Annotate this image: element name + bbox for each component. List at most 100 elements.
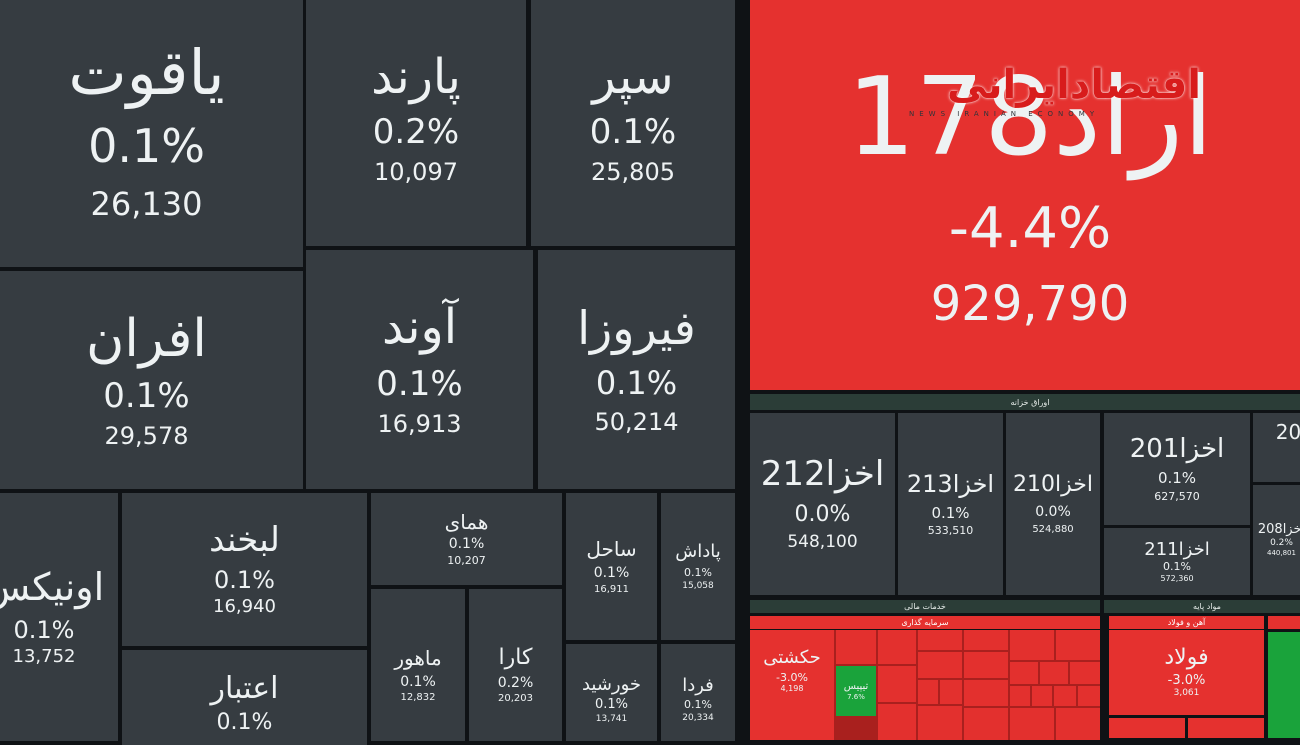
stock-cell[interactable] — [918, 706, 962, 740]
tile-akhza210[interactable]: اخزا210 0.0% 524,880 — [1006, 413, 1100, 595]
tile-volume: 16,913 — [378, 411, 462, 437]
tile-symbol: فیروزا — [577, 303, 695, 354]
tile-symbol: فردا — [682, 676, 714, 696]
tile-avand[interactable]: آوند 0.1% 16,913 — [306, 250, 533, 489]
stock-cell[interactable] — [1268, 616, 1300, 629]
tile-volume: 10,097 — [374, 159, 458, 185]
tile-percent: -3.0% — [776, 672, 808, 684]
tile-mahoor[interactable]: ماهور 0.1% 12,832 — [371, 589, 465, 741]
tile-symbol: خورشید — [582, 675, 641, 695]
stock-cell[interactable] — [940, 680, 962, 704]
tile-symbol: اخزا211 — [1144, 540, 1209, 560]
tile-farda[interactable]: فردا 0.1% 20,334 — [661, 644, 735, 741]
stock-cell[interactable] — [918, 630, 962, 650]
stock-cell[interactable] — [1188, 718, 1264, 738]
stock-cell[interactable] — [1010, 662, 1038, 684]
tile-bond-partial[interactable]: 20 — [1253, 413, 1300, 482]
tile-sahel[interactable]: ساحل 0.1% 16,911 — [566, 493, 657, 640]
stock-cell[interactable] — [964, 652, 1008, 678]
tile-symbol: فولاد — [1164, 646, 1208, 670]
tile-akhza213[interactable]: اخزا213 0.1% 533,510 — [898, 413, 1003, 595]
tile-volume: 15,058 — [682, 582, 714, 592]
tile-arad178[interactable]: اراد178 -4.4% 929,790 — [750, 0, 1300, 390]
stock-cell[interactable] — [878, 630, 916, 664]
tile-volume: 20,203 — [498, 693, 533, 704]
tile-padash[interactable]: پاداش 0.1% 15,058 — [661, 493, 735, 640]
tile-volume: 3,061 — [1174, 689, 1200, 699]
tile-khorshid[interactable]: خورشید 0.1% 13,741 — [566, 644, 657, 741]
sector-header-iron-steel: آهن و فولاد — [1109, 616, 1264, 629]
tile-symbol: لبخند — [209, 522, 280, 559]
stock-cell[interactable] — [836, 630, 876, 664]
tile-hakeshti[interactable]: حکشتی -3.0% 4,198 — [750, 630, 834, 740]
tile-separ[interactable]: سپر 0.1% 25,805 — [531, 0, 735, 246]
stock-cell[interactable] — [1109, 718, 1185, 738]
tile-volume: 25,805 — [591, 159, 675, 185]
sector-header-investment: سرمایه گذاری — [750, 616, 1100, 629]
tile-percent: 0.0% — [1035, 505, 1071, 520]
tile-onix[interactable]: اونیکس 0.1% 13,752 — [0, 493, 118, 741]
tile-percent: 0.1% — [449, 537, 485, 552]
stock-cell[interactable] — [1070, 662, 1100, 684]
tile-kara[interactable]: کارا 0.2% 20,203 — [469, 589, 562, 741]
tile-symbol: 20 — [1276, 421, 1300, 443]
tile-parand[interactable]: پارند 0.2% 10,097 — [306, 0, 526, 246]
tile-green-stock[interactable]: تیپیس 7.6% — [836, 666, 876, 716]
stock-cell[interactable] — [1078, 686, 1100, 706]
tile-percent: 0.1% — [590, 114, 676, 151]
stock-cell[interactable] — [964, 680, 1008, 706]
stock-cell[interactable] — [1056, 708, 1100, 740]
stock-cell[interactable] — [878, 704, 916, 740]
tile-volume: 29,578 — [105, 423, 189, 449]
stock-cell[interactable] — [1010, 686, 1030, 706]
tile-percent: 0.1% — [88, 121, 205, 172]
tile-akhza212[interactable]: اخزا212 0.0% 548,100 — [750, 413, 895, 595]
tile-volume: 627,570 — [1154, 491, 1200, 503]
stock-cell[interactable] — [918, 652, 962, 678]
tile-percent: 0.1% — [595, 698, 628, 712]
tile-symbol: اونیکس — [0, 567, 104, 609]
stock-cell[interactable] — [878, 666, 916, 702]
tile-volume: 929,790 — [931, 278, 1130, 331]
tile-percent: 0.1% — [376, 366, 462, 403]
tile-firuza[interactable]: فیروزا 0.1% 50,214 — [538, 250, 735, 489]
tile-percent: -3.0% — [1168, 674, 1206, 688]
tile-percent: 0.1% — [1163, 561, 1191, 573]
tile-homay[interactable]: همای 0.1% 10,207 — [371, 493, 562, 585]
tile-akhza211[interactable]: اخزا211 0.1% 572,360 — [1104, 528, 1250, 595]
sector-header-treasury: اوراق خزانه — [750, 394, 1300, 410]
tile-volume: 10,207 — [447, 555, 486, 567]
tile-percent: 0.1% — [931, 505, 969, 522]
tile-symbol: اخزا201 — [1130, 435, 1225, 464]
tile-percent: 0.0% — [795, 503, 851, 527]
tile-symbol: اعتبار — [211, 672, 279, 705]
stock-cell[interactable] — [964, 708, 1008, 740]
tile-volume: 524,880 — [1032, 524, 1073, 535]
tile-percent: 0.1% — [217, 711, 273, 735]
tile-symbol: اخزا208 — [1258, 523, 1300, 537]
stock-cell[interactable] — [1054, 686, 1076, 706]
stock-cell[interactable] — [1032, 686, 1052, 706]
stock-cell[interactable] — [1268, 632, 1300, 738]
tile-yaghut[interactable]: یاقوت 0.1% 26,130 — [0, 0, 303, 267]
stock-cell[interactable] — [1010, 630, 1054, 660]
tile-symbol: اخزا210 — [1013, 473, 1093, 497]
tile-volume: 13,752 — [13, 647, 76, 667]
tile-symbol: ساحل — [586, 538, 636, 560]
stock-cell[interactable] — [918, 680, 938, 704]
tile-symbol: آوند — [382, 301, 457, 354]
tile-volume: 16,940 — [213, 597, 276, 617]
tile-percent: 0.1% — [1158, 470, 1196, 487]
tile-afran[interactable]: افران 0.1% 29,578 — [0, 271, 303, 489]
stock-cell[interactable] — [1040, 662, 1068, 684]
tile-akhza201[interactable]: اخزا201 0.1% 627,570 — [1104, 413, 1250, 525]
tile-symbol: حکشتی — [763, 648, 821, 668]
stock-cell[interactable] — [964, 630, 1008, 650]
tile-labkhand[interactable]: لبخند 0.1% 16,940 — [122, 493, 367, 646]
tile-akhza208[interactable]: اخزا208 0.2% 440,801 — [1253, 485, 1300, 595]
tile-percent: 0.2% — [1270, 539, 1293, 549]
tile-foolad[interactable]: فولاد -3.0% 3,061 — [1109, 630, 1264, 715]
stock-cell[interactable] — [1010, 708, 1054, 740]
tile-volume: 572,360 — [1160, 575, 1193, 584]
stock-cell[interactable] — [1056, 630, 1100, 660]
